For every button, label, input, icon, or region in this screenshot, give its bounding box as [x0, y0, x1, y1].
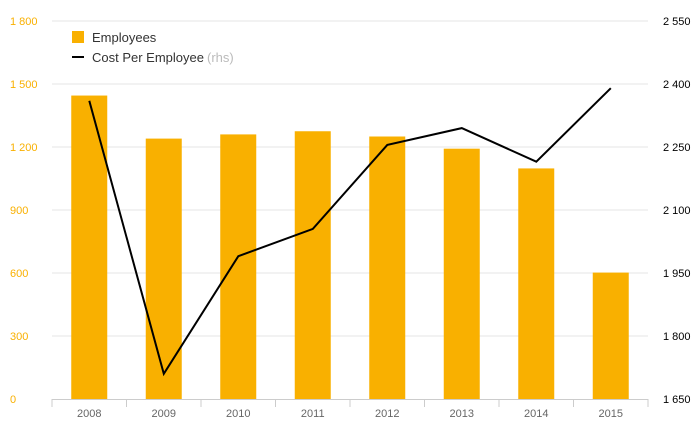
- legend-note-rhs: (rhs): [207, 49, 234, 65]
- x-tick-label: 2010: [226, 408, 250, 420]
- cost-per-employee-swatch: [72, 56, 84, 58]
- y-right-tick-label: 1 950: [663, 268, 691, 280]
- legend-item-employees[interactable]: Employees: [72, 27, 234, 47]
- x-tick-label: 2008: [77, 408, 101, 420]
- y-right-tick-label: 2 100: [663, 205, 691, 217]
- y-left-tick-label: 600: [10, 268, 28, 280]
- bar-employees: [592, 272, 629, 399]
- x-tick-label: 2015: [599, 408, 623, 420]
- bar-employees: [71, 95, 108, 400]
- y-left-tick-label: 0: [10, 394, 16, 406]
- y-left-tick-label: 1 800: [10, 16, 38, 28]
- bar-employees: [443, 148, 480, 399]
- bar-employees: [369, 136, 406, 399]
- y-right-tick-label: 2 550: [663, 16, 691, 28]
- x-tick-label: 2014: [524, 408, 548, 420]
- y-left-tick-label: 1 200: [10, 142, 38, 154]
- legend: Employees Cost Per Employee (rhs): [72, 27, 234, 67]
- y-left-tick-label: 1 500: [10, 79, 38, 91]
- bar-employees: [220, 134, 257, 399]
- y-left-tick-label: 900: [10, 205, 28, 217]
- x-tick-label: 2011: [301, 408, 325, 420]
- employees-swatch: [72, 31, 84, 43]
- y-right-tick-label: 1 650: [663, 394, 691, 406]
- bar-employees: [294, 131, 331, 399]
- y-right-tick-label: 2 250: [663, 142, 691, 154]
- y-right-tick-label: 1 800: [663, 331, 691, 343]
- x-tick-label: 2012: [375, 408, 399, 420]
- line-cost-per-employee: [88, 87, 612, 377]
- y-right-tick-label: 2 400: [663, 79, 691, 91]
- bar-employees: [518, 168, 555, 399]
- x-tick-label: 2009: [152, 408, 176, 420]
- legend-label-employees: Employees: [92, 29, 157, 45]
- x-tick-label: 2013: [450, 408, 474, 420]
- bar-employees: [145, 138, 182, 399]
- legend-item-cost-per-employee[interactable]: Cost Per Employee (rhs): [72, 47, 234, 67]
- legend-label-cost-per-employee: Cost Per Employee: [92, 49, 204, 65]
- y-left-tick-label: 300: [10, 331, 28, 343]
